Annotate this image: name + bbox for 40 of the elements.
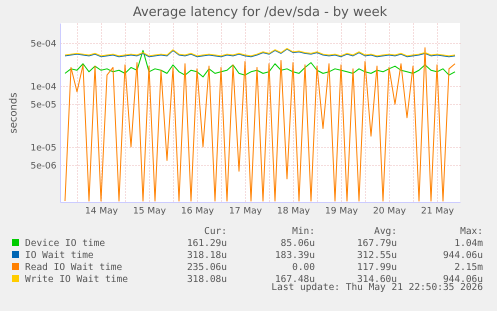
x-tick-label: 16 May	[181, 206, 215, 216]
legend-label: Device IO time	[24, 238, 106, 250]
x-tick-label: 21 May	[421, 206, 455, 216]
text: Avg:	[373, 226, 397, 238]
text: Last update: Thu May 21 22:50:35 2026	[271, 282, 483, 293]
legend-label: IO Wait time	[24, 250, 95, 262]
x-tick-label: 14 May	[85, 206, 119, 216]
y-axis-title: seconds	[8, 92, 20, 134]
text: Min:	[291, 226, 315, 238]
text: 312.55u	[356, 250, 397, 262]
text: 1.04m	[453, 238, 483, 250]
x-tick-label: 20 May	[373, 206, 407, 216]
text: Cur:	[203, 226, 227, 238]
legend-label: Write IO Wait time	[24, 274, 129, 286]
text: 85.06u	[280, 238, 315, 250]
chart-title: Average latency for /dev/sda - by week	[132, 5, 388, 20]
x-tick-label: 17 May	[229, 206, 263, 216]
text: 0.00	[291, 262, 315, 274]
text: 167.79u	[356, 238, 397, 250]
y-tick-label: 5e-05	[30, 100, 56, 111]
text: 2.15m	[453, 262, 483, 274]
y-tick-label: 5e-04	[30, 40, 57, 50]
x-tick-label: 19 May	[325, 206, 359, 216]
text: 117.99u	[356, 262, 397, 274]
x-tick-label: 18 May	[277, 206, 311, 216]
text: 235.06u	[186, 262, 227, 274]
text: 183.39u	[274, 250, 315, 262]
text: 318.18u	[186, 250, 227, 262]
line-series	[64, 50, 456, 78]
text: 161.29u	[186, 238, 227, 250]
x-tick-label: 15 May	[133, 206, 167, 216]
y-tick-label: 5e-06	[30, 162, 57, 172]
y-tick-label: 1e-05	[30, 143, 56, 154]
y-tick-label: 1e-04	[30, 82, 57, 92]
legend-label: Read IO Wait time	[24, 262, 124, 274]
text: Max:	[459, 226, 483, 238]
text: 318.08u	[186, 274, 227, 286]
text: 944.06u	[442, 250, 483, 262]
line-series	[64, 47, 456, 202]
text: 167.48u	[274, 274, 315, 285]
